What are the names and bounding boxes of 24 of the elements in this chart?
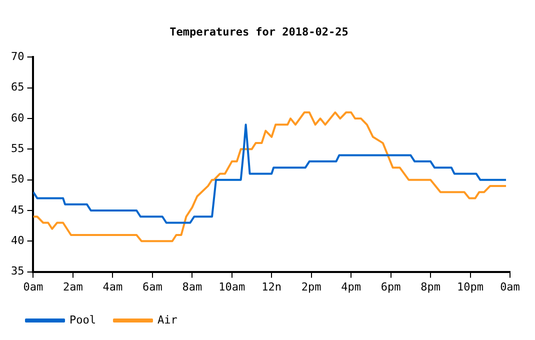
x-tick-label: 8pm: [420, 280, 441, 294]
x-tick-label: 4pm: [341, 280, 362, 294]
y-tick-label: 65: [10, 80, 24, 94]
x-tick-label: 4am: [102, 280, 124, 294]
y-tick-label: 55: [10, 142, 24, 156]
x-tick-label: 0am: [23, 280, 44, 294]
x-tick-label: 6am: [142, 280, 163, 294]
x-tick-label: 12n: [262, 280, 282, 294]
y-tick-label: 50: [10, 172, 24, 186]
y-tick-label: 60: [10, 111, 24, 124]
x-tick-label: 6pm: [380, 280, 402, 294]
y-tick-label: 40: [10, 234, 24, 247]
x-tick-label: 2pm: [301, 280, 322, 294]
y-tick-label: 70: [10, 50, 24, 64]
y-tick-label: 35: [10, 264, 24, 278]
legend-label: Pool: [70, 313, 96, 326]
legend-label: Air: [157, 313, 178, 326]
x-tick-label: 10pm: [457, 280, 484, 294]
x-tick-label: 2am: [63, 280, 84, 294]
x-tick-label: 8am: [182, 280, 202, 294]
x-tick-label: 10am: [218, 280, 246, 294]
chart-title: Temperatures for 2018-02-25: [170, 25, 348, 38]
x-tick-label: 0am: [500, 280, 520, 294]
y-tick-label: 45: [10, 203, 24, 216]
